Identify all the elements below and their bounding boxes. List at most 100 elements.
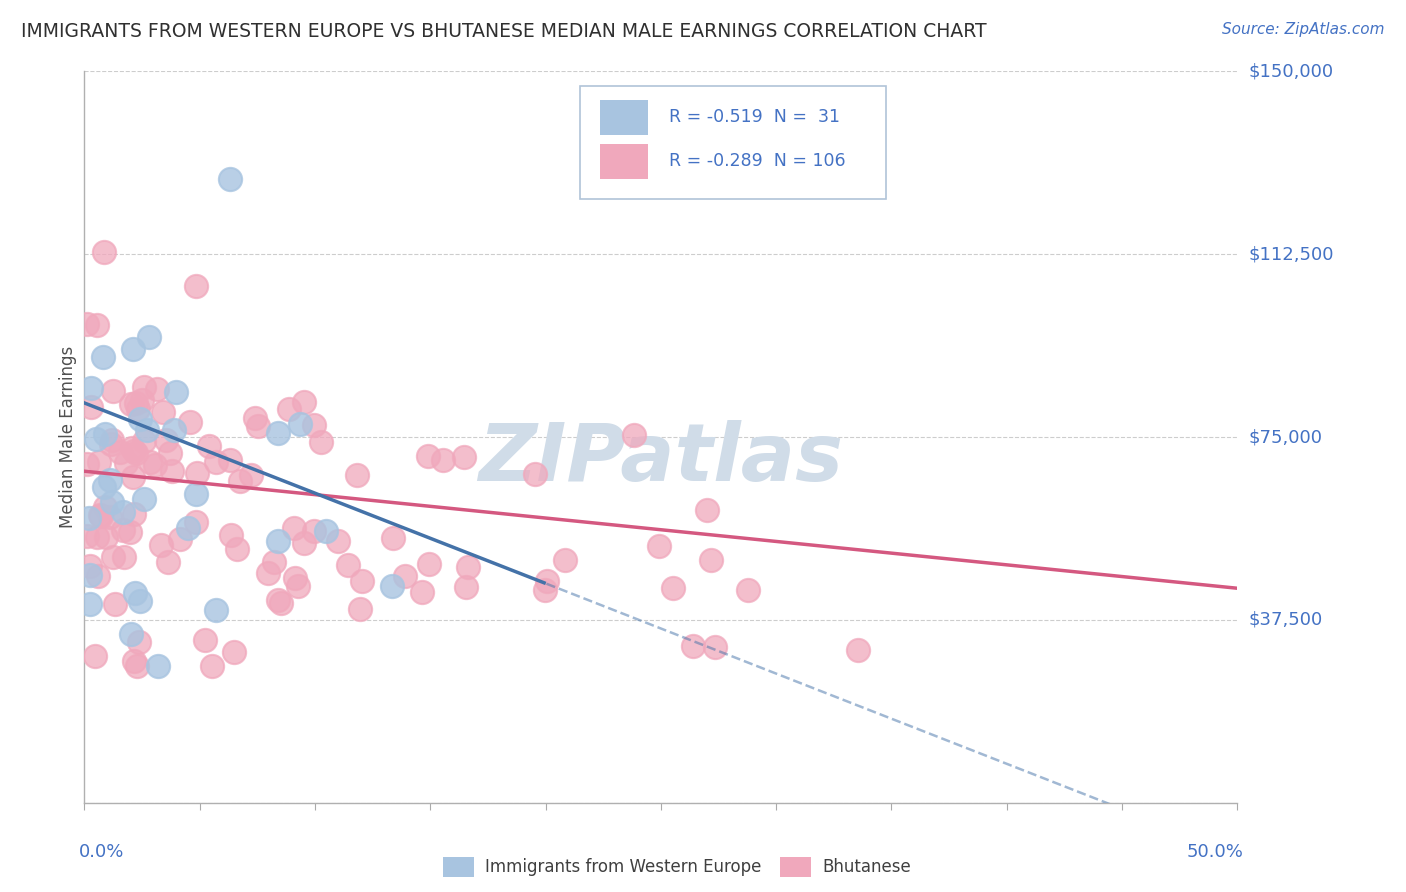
Y-axis label: Median Male Earnings: Median Male Earnings (59, 346, 77, 528)
Point (204, 455, 226, 469)
Point (394, 569, 416, 583)
Point (177, 521, 200, 535)
Text: R = -0.519  N =  31: R = -0.519 N = 31 (669, 109, 839, 127)
Point (152, 405, 174, 419)
Point (128, 634, 150, 648)
Point (122, 470, 145, 484)
Point (240, 467, 263, 482)
Point (534, 582, 557, 597)
Point (94, 426, 117, 441)
Point (457, 560, 479, 574)
Point (150, 538, 173, 552)
Point (131, 392, 153, 407)
Point (186, 467, 208, 481)
Point (416, 449, 439, 463)
Point (108, 445, 131, 459)
Point (129, 593, 152, 607)
Text: Bhutanese: Bhutanese (823, 858, 911, 876)
Point (184, 515, 207, 529)
Point (346, 468, 368, 483)
Point (125, 659, 148, 673)
Point (277, 401, 299, 416)
Point (382, 531, 405, 545)
Point (134, 492, 156, 507)
Point (124, 444, 146, 458)
Point (103, 384, 125, 398)
Point (91, 350, 114, 364)
Point (84, 432, 107, 446)
Text: $75,000: $75,000 (1249, 428, 1323, 446)
Point (138, 330, 160, 344)
Point (127, 402, 149, 417)
Point (76, 317, 98, 331)
Point (94, 500, 117, 515)
Point (134, 434, 156, 448)
Point (86, 318, 108, 332)
Point (122, 508, 145, 522)
Point (80, 381, 103, 395)
Point (124, 654, 146, 668)
Point (623, 428, 645, 442)
Point (284, 571, 307, 585)
Point (294, 395, 316, 409)
Text: $37,500: $37,500 (1249, 611, 1323, 629)
Point (90, 508, 112, 523)
Point (79, 558, 101, 573)
Point (134, 380, 156, 394)
Point (112, 549, 135, 564)
Point (456, 580, 478, 594)
Point (337, 558, 360, 572)
Point (87, 569, 110, 583)
Point (86, 530, 108, 544)
Point (411, 585, 433, 599)
Point (453, 450, 475, 465)
Point (418, 557, 440, 571)
Point (287, 579, 309, 593)
Point (349, 601, 371, 615)
Point (80, 400, 103, 414)
FancyBboxPatch shape (600, 144, 648, 179)
Point (184, 278, 207, 293)
Point (219, 528, 242, 542)
Point (93, 480, 115, 494)
Point (315, 524, 337, 538)
Point (704, 640, 727, 655)
Point (101, 549, 124, 564)
Text: 0.0%: 0.0% (79, 843, 124, 861)
Point (165, 384, 187, 399)
Point (124, 586, 146, 600)
Point (350, 574, 373, 588)
Point (104, 597, 127, 611)
Point (194, 633, 217, 648)
Point (115, 456, 138, 470)
Point (79, 568, 101, 582)
Point (326, 533, 349, 548)
Point (98, 473, 121, 487)
Text: Immigrants from Western Europe: Immigrants from Western Europe (485, 858, 762, 876)
Text: Source: ZipAtlas.com: Source: ZipAtlas.com (1222, 22, 1385, 37)
Point (270, 596, 292, 610)
Point (121, 441, 143, 455)
Point (224, 645, 246, 659)
Point (648, 539, 671, 553)
Point (246, 419, 269, 434)
Point (846, 642, 869, 657)
Point (186, 487, 208, 501)
Point (226, 541, 249, 556)
Point (201, 659, 224, 673)
Point (302, 524, 325, 539)
Point (256, 566, 278, 580)
Point (112, 523, 135, 537)
Point (89, 508, 111, 522)
Point (143, 458, 166, 472)
Point (267, 533, 290, 548)
Point (122, 342, 145, 356)
Point (112, 505, 135, 519)
Point (228, 474, 250, 488)
Point (135, 423, 157, 437)
Point (524, 467, 547, 481)
Point (263, 555, 285, 569)
Text: $112,500: $112,500 (1249, 245, 1334, 263)
Point (94, 530, 117, 544)
Point (290, 417, 312, 431)
